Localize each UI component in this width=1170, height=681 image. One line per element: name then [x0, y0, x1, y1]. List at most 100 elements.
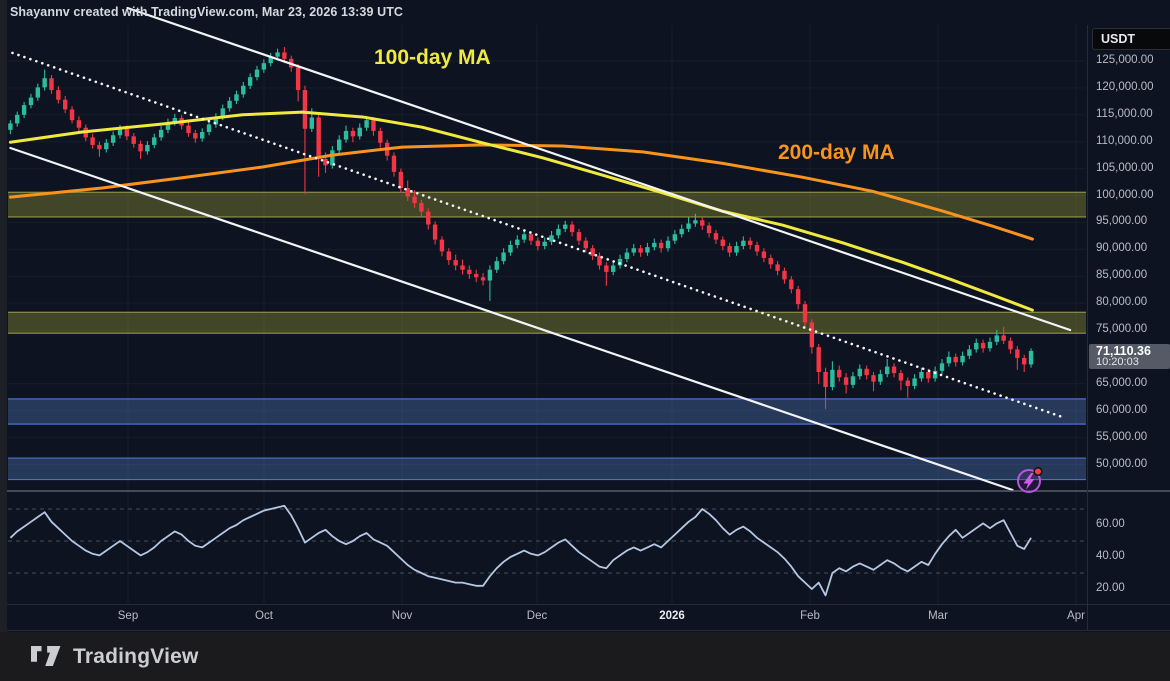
last-price-value: 71,110.36 [1096, 344, 1151, 358]
candle [645, 247, 650, 253]
support-zone-lower [8, 458, 1086, 480]
candle [501, 252, 506, 262]
candle [131, 136, 136, 144]
candle [748, 240, 753, 245]
time-tick-label: Mar [928, 610, 948, 622]
candle [220, 108, 225, 117]
candle [460, 265, 465, 270]
price-tick-label: 105,000.00 [1096, 161, 1154, 174]
quote-currency-box[interactable]: USDT [1092, 28, 1170, 50]
candle [713, 233, 719, 240]
candle [1022, 357, 1027, 365]
candle [843, 377, 849, 385]
candle [398, 171, 404, 188]
candle [535, 240, 541, 247]
rsi-tick-label: 60.00 [1096, 518, 1125, 530]
candle [104, 142, 109, 150]
candle [28, 97, 34, 106]
candle [782, 270, 787, 280]
price-tick-label: 65,000.00 [1096, 376, 1148, 389]
candle [946, 356, 952, 364]
candle [528, 234, 534, 241]
candle [165, 122, 171, 130]
candle [693, 220, 698, 224]
candle [905, 380, 910, 386]
price-tick-label: 55,000.00 [1096, 430, 1148, 443]
candle [446, 251, 451, 261]
candle [453, 260, 458, 266]
candle [604, 265, 609, 272]
support-zone-upper [8, 398, 1086, 425]
last-price-badge[interactable]: 71,110.36 10:20:03 [1089, 344, 1170, 369]
candle [987, 341, 993, 349]
candle [761, 251, 767, 258]
candle [330, 150, 335, 166]
rsi-line [9, 504, 1032, 597]
candle [15, 114, 20, 124]
candle [35, 87, 40, 98]
candle [63, 99, 68, 110]
candle [686, 223, 691, 229]
chart-canvas[interactable] [0, 0, 1170, 632]
price-tick-label: 125,000.00 [1096, 54, 1154, 66]
price-tick-label: 110,000.00 [1096, 134, 1153, 147]
lightning-alert-icon[interactable] [1017, 466, 1043, 493]
candle [816, 347, 821, 372]
candle [350, 130, 356, 137]
candle [254, 69, 260, 78]
ma100-annotation-label: 100-day MA [374, 46, 491, 69]
candle [419, 203, 424, 212]
candle [857, 368, 862, 377]
candle [21, 105, 27, 115]
candle [480, 277, 486, 281]
left-edge-strip [0, 0, 7, 632]
candle [652, 242, 657, 248]
candle [193, 133, 198, 139]
candle [611, 265, 616, 272]
candle [638, 248, 643, 253]
candle [439, 239, 445, 252]
quote-currency-label: USDT [1101, 32, 1136, 46]
candle [837, 369, 842, 378]
candle [152, 137, 157, 145]
candle [912, 378, 917, 386]
resistance-zone-lower [8, 312, 1086, 334]
candle [412, 196, 417, 204]
candle [186, 125, 191, 134]
candle [576, 232, 582, 241]
candle [302, 90, 308, 129]
channel-lower-trendline [9, 146, 1014, 492]
candle [124, 128, 130, 137]
time-tick-label: Nov [391, 610, 413, 622]
candle [138, 143, 143, 152]
candle [1015, 349, 1020, 358]
candle [597, 255, 602, 266]
candle [556, 228, 561, 236]
tradingview-logo-icon[interactable] [31, 646, 63, 667]
candle [665, 240, 671, 249]
candle [891, 366, 897, 374]
candle [809, 322, 815, 348]
bar-countdown-timer: 10:20:03 [1096, 356, 1139, 368]
candle [939, 363, 945, 371]
candle [734, 246, 739, 253]
price-tick-label: 75,000.00 [1096, 323, 1148, 335]
price-tick-label: 115,000.00 [1096, 107, 1153, 120]
candle [56, 90, 61, 100]
channel-upper-trendline [126, 6, 1072, 332]
candle [1028, 350, 1034, 365]
candle [261, 63, 267, 70]
candle [282, 52, 287, 59]
candle [932, 370, 938, 379]
candle [754, 244, 760, 252]
candle [337, 139, 342, 151]
candle [926, 371, 931, 379]
candle [309, 117, 314, 129]
rsi-tick-label: 20.00 [1096, 582, 1125, 594]
candle [994, 335, 999, 342]
candle [967, 349, 972, 356]
candle [357, 127, 362, 137]
price-tick-label: 50,000.00 [1096, 457, 1148, 470]
candle [823, 371, 828, 388]
